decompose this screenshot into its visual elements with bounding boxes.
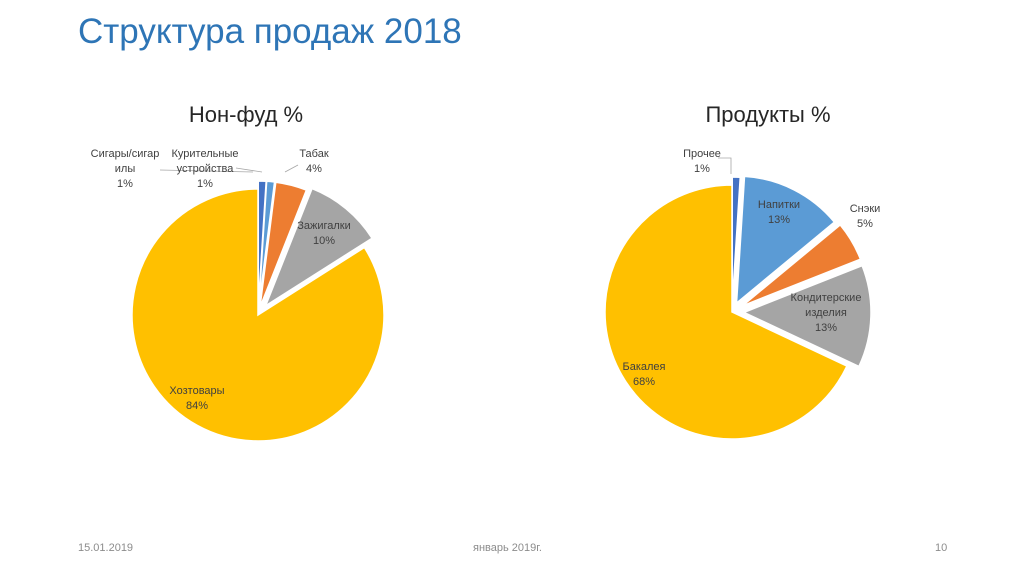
pie-products — [604, 157, 872, 440]
pie-0-slice-1 — [258, 180, 276, 308]
leader-line-0 — [159, 169, 254, 173]
footer-date: 15.01.2019 — [78, 542, 134, 554]
label-grocery: Бакалея 68% — [622, 361, 666, 388]
pie-0-slice-3 — [264, 187, 374, 308]
chart-title-products: Продукты % — [705, 102, 831, 127]
label-confectionery: Кондитерские изделия 13% — [790, 292, 862, 334]
leader-line-2 — [284, 164, 299, 173]
slide-title: Структура продаж 2018 — [78, 12, 462, 51]
label-household: Хозтовары 84% — [169, 385, 225, 412]
label-cigarillos: Сигары/сигар илы 1% — [90, 148, 160, 190]
leader-line-1 — [235, 167, 263, 173]
footer-center: январь 2019г. — [473, 542, 542, 554]
leader-line-other — [718, 157, 732, 174]
label-lighters: Зажигалки 10% — [297, 220, 351, 247]
label-drinks: Напитки 13% — [757, 199, 801, 226]
pie-1-slice-4 — [604, 184, 848, 440]
pie-1-slice-1 — [735, 175, 836, 305]
pie-0-slice-4 — [131, 188, 385, 442]
chart-title-nonfood: Нон-фуд % — [188, 102, 304, 127]
label-smoking-devices: Курительные устройства 1% — [171, 148, 239, 190]
label-other: Прочее 1% — [683, 148, 721, 175]
pie-0-slice-2 — [259, 181, 308, 308]
label-tobacco: Табак 4% — [299, 148, 329, 175]
label-snacks: Снэки 5% — [849, 203, 881, 230]
pie-1-slice-3 — [742, 264, 872, 368]
page-number: 10 — [935, 542, 948, 554]
pie-nonfood — [131, 164, 385, 442]
pie-1-slice-0 — [731, 176, 742, 305]
pie-1-slice-2 — [741, 223, 862, 307]
